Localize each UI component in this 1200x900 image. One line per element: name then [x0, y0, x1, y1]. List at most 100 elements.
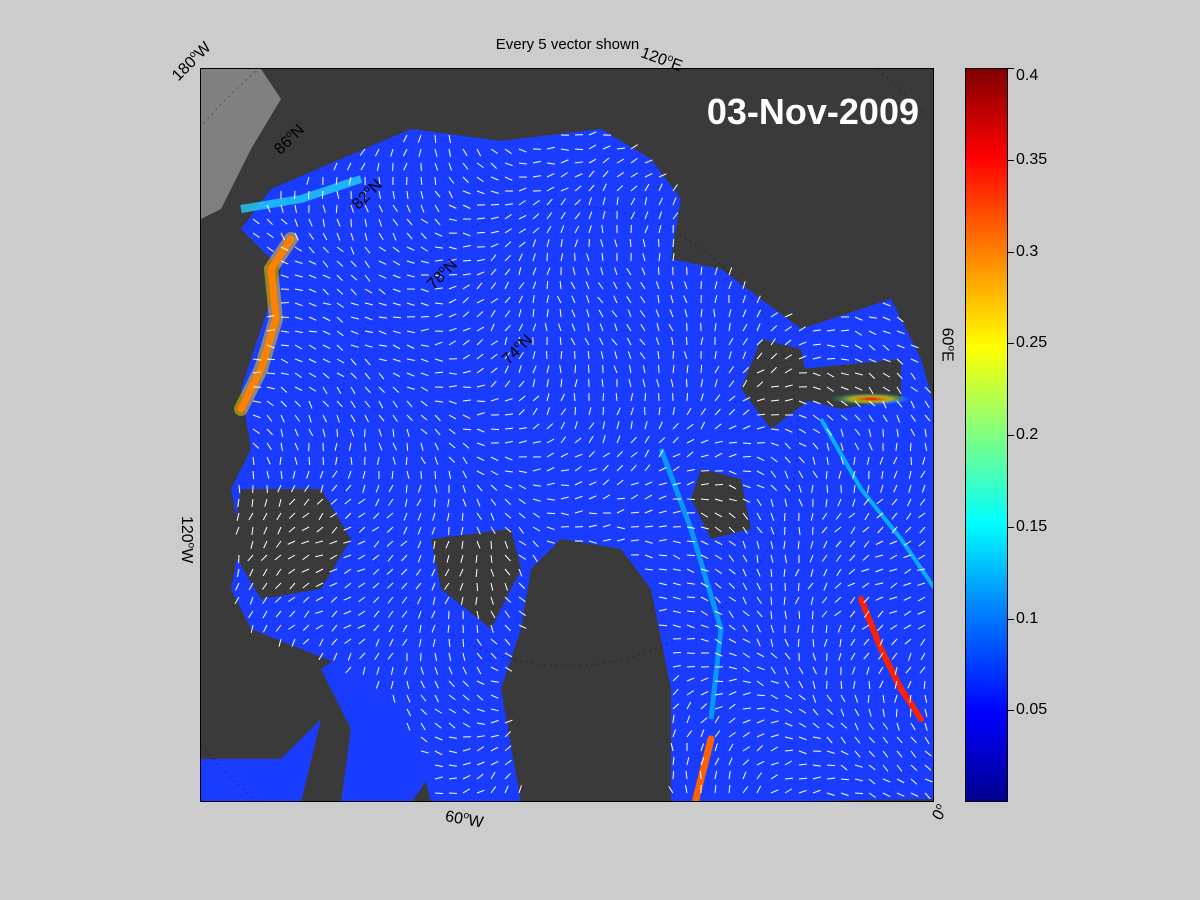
drift-vector	[868, 778, 876, 785]
drift-vector	[294, 316, 303, 321]
drift-vector	[490, 568, 495, 577]
drift-vector	[728, 281, 733, 290]
drift-vector	[890, 582, 898, 589]
drift-vector	[476, 666, 482, 675]
drift-vector	[378, 190, 382, 199]
drift-vector	[910, 736, 917, 744]
drift-vector	[462, 414, 471, 419]
drift-vector	[686, 730, 693, 738]
drift-vector	[392, 190, 395, 199]
drift-vector	[573, 392, 576, 402]
drift-vector	[262, 568, 268, 577]
drift-vector	[798, 414, 807, 419]
drift-vector	[742, 338, 748, 346]
drift-vector	[434, 176, 437, 186]
drift-vector	[490, 610, 496, 619]
drift-vector	[248, 512, 254, 521]
drift-vector	[728, 267, 733, 276]
drift-vector	[920, 652, 926, 661]
drift-vector	[288, 596, 296, 603]
drift-vector	[798, 442, 807, 447]
drift-vector	[252, 470, 255, 480]
drift-vector	[700, 568, 709, 572]
drift-vector	[462, 722, 471, 728]
drift-vector	[364, 316, 373, 321]
drift-vector	[462, 190, 471, 195]
drift-vector	[350, 274, 358, 281]
drift-vector	[390, 666, 394, 675]
drift-vector	[714, 706, 723, 710]
drift-vector	[518, 596, 526, 603]
drift-vector	[266, 344, 275, 349]
drift-vector	[280, 330, 289, 333]
drift-vector	[504, 281, 509, 290]
drift-vector	[434, 470, 437, 480]
drift-vector	[490, 554, 493, 564]
drift-vector	[308, 288, 317, 293]
colorbar-tick-mark	[1008, 251, 1014, 253]
ocean-inlet-south	[321, 629, 441, 801]
colorbar	[965, 68, 1008, 802]
drift-vector	[812, 356, 821, 360]
drift-vector	[630, 451, 638, 458]
drift-vector	[700, 691, 709, 696]
drift-vector	[333, 652, 338, 661]
drift-vector	[490, 428, 500, 431]
drift-vector	[614, 267, 618, 276]
drift-vector	[431, 610, 436, 619]
drift-vector	[294, 358, 303, 363]
drift-vector	[826, 442, 830, 451]
drift-vector	[462, 297, 470, 304]
drift-vector	[434, 134, 437, 144]
drift-vector	[910, 792, 919, 797]
drift-vector	[611, 338, 618, 346]
drift-vector	[756, 470, 765, 476]
drift-vector	[504, 456, 513, 461]
drift-vector	[476, 326, 485, 332]
drift-vector	[262, 582, 268, 590]
drift-vector	[378, 246, 387, 252]
drift-vector	[358, 638, 366, 645]
drift-vector	[315, 554, 324, 558]
drift-vector	[308, 372, 317, 378]
drift-vector	[406, 722, 411, 731]
drift-vector	[821, 526, 828, 534]
drift-vector	[346, 162, 352, 171]
drift-vector	[560, 212, 566, 220]
drift-vector	[714, 743, 718, 752]
drift-vector	[280, 442, 283, 451]
drift-vector	[476, 470, 485, 476]
drift-vector	[490, 230, 499, 234]
drift-vector	[434, 652, 438, 661]
drift-vector	[770, 366, 777, 374]
drift-vector	[588, 422, 595, 430]
drift-vector	[896, 428, 899, 437]
drift-vector	[378, 204, 384, 213]
drift-vector	[812, 428, 821, 434]
drift-vector	[406, 708, 412, 717]
drift-vector	[854, 400, 861, 408]
drift-vector	[462, 484, 466, 493]
colorbar-tick-label: 0.05	[1016, 701, 1048, 719]
drift-vector	[420, 288, 429, 293]
drift-vector	[280, 246, 289, 251]
drift-vector	[587, 350, 590, 360]
drift-vector	[280, 400, 287, 408]
drift-vector	[518, 470, 527, 474]
drift-vector	[840, 400, 848, 407]
drift-vector	[490, 456, 499, 462]
drift-vector	[588, 170, 595, 178]
drift-vector	[812, 776, 821, 780]
drift-vector	[434, 680, 439, 689]
drift-vector	[910, 414, 916, 422]
drift-vector	[756, 339, 764, 346]
drift-vector	[700, 439, 709, 444]
drift-vector	[322, 288, 329, 296]
drift-vector	[275, 540, 282, 548]
drift-vector	[476, 258, 485, 262]
drift-vector	[714, 440, 723, 444]
drift-vector	[357, 568, 366, 572]
drift-vector	[672, 540, 681, 544]
drift-vector	[644, 421, 648, 430]
drift-vector	[462, 327, 471, 332]
